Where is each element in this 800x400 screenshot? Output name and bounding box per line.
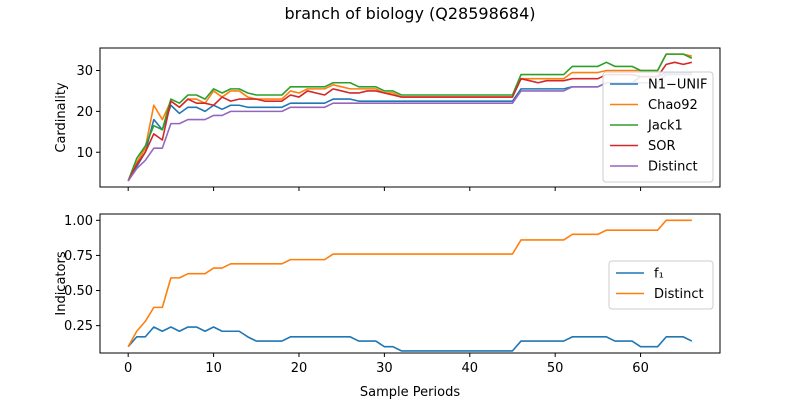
x-tick-label: 10 <box>205 361 222 376</box>
x-tick-label: 0 <box>124 361 132 376</box>
series-line-2 <box>127 53 693 182</box>
y-tick-label: 0.50 <box>64 284 93 299</box>
y-tick-label: 1.00 <box>64 214 93 229</box>
legend-label-0: N1−UNIF <box>648 78 707 93</box>
series-line-3 <box>127 61 693 182</box>
legend: f₁ Distinct <box>608 260 714 310</box>
x-tick-label: 30 <box>376 361 393 376</box>
series-line-0 <box>127 326 693 352</box>
y-tick-label: 0.25 <box>64 319 93 334</box>
legend-label-1: Chao92 <box>648 98 698 113</box>
plot-frame <box>99 47 721 188</box>
chart-title: branch of biology (Q28598684) <box>284 4 535 23</box>
x-tick-label: 60 <box>632 361 649 376</box>
legend-label-1: Distinct <box>654 287 704 302</box>
y-axis-label: Indicators <box>54 251 69 315</box>
plot-frame <box>99 213 721 354</box>
x-tick-label: 50 <box>547 361 564 376</box>
legend-label-4: Distinct <box>648 160 698 175</box>
legend-label-3: SOR <box>648 139 676 154</box>
legend-box <box>602 71 714 183</box>
series-line-4 <box>127 73 692 182</box>
x-tick-label: 40 <box>462 361 479 376</box>
y-axis-label: Cardinality <box>54 82 69 153</box>
indicators-panel: 0.25 0.50 0.75 1.00 0 10 20 30 40 50 60 Indicators f… <box>54 213 721 376</box>
legend-label-0: f₁ <box>654 267 664 282</box>
cardinality-panel: 10 20 30 Cardinality N1−UNIF Chao92 Jack1 SOR Di… <box>54 47 721 191</box>
y-tick-label: 20 <box>76 105 93 120</box>
y-tick-label: 0.75 <box>64 249 93 264</box>
series-line-1 <box>127 219 692 348</box>
y-tick-label: 30 <box>76 64 93 79</box>
legend: N1−UNIF Chao92 Jack1 SOR Distinct <box>602 71 714 183</box>
legend-label-2: Jack1 <box>647 119 683 134</box>
x-axis-label: Sample Periods <box>360 385 460 400</box>
x-tick-label: 20 <box>291 361 308 376</box>
y-tick-label: 10 <box>76 146 93 161</box>
